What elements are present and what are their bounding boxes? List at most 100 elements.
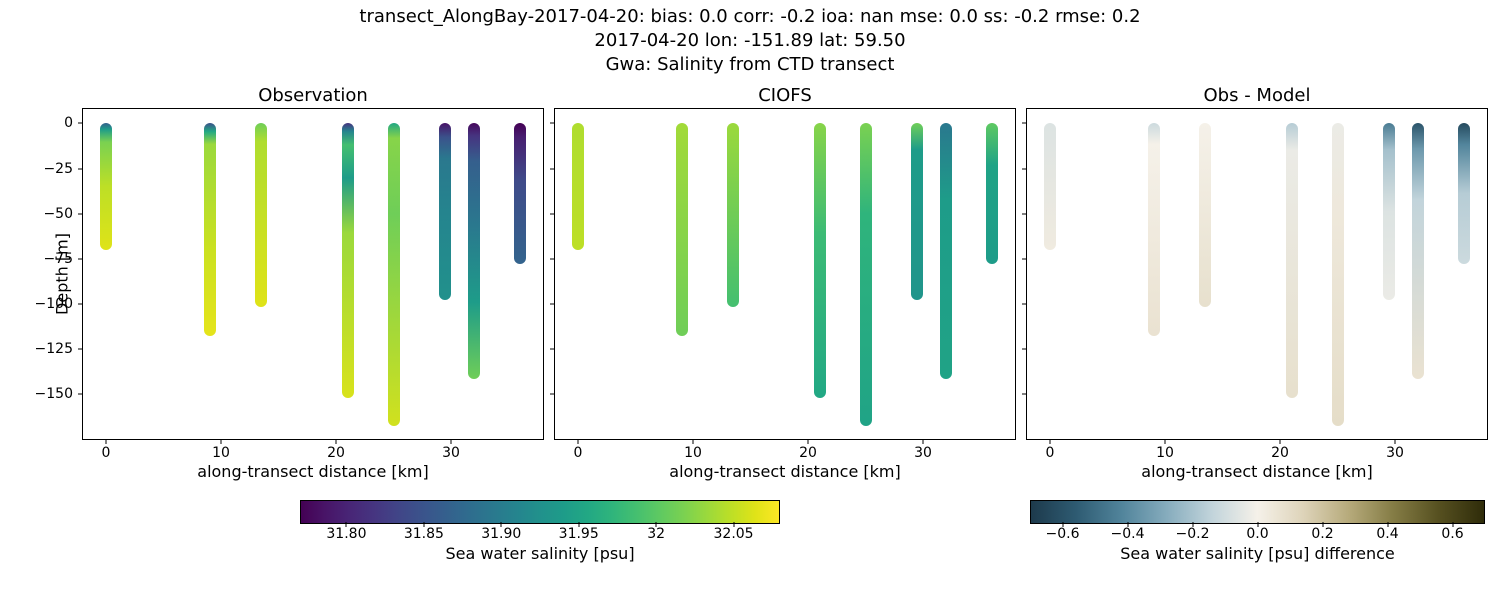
profile-bar [911,123,923,300]
profile-bar [814,123,826,397]
xtick-label: 30 [1386,445,1404,461]
profile-bar [388,123,400,426]
colorbar-salinity: 31.8031.8531.9031.953232.05Sea water sal… [300,500,780,570]
profile-bar [514,123,526,264]
profile-bar [1286,123,1298,397]
profile-bar [1383,123,1395,300]
profile-bar [676,123,688,336]
colorbar-tick-label: −0.4 [1111,526,1145,542]
panel-title: Obs - Model [1027,85,1487,106]
ytick-mark [1022,168,1027,169]
xtick-mark [1050,439,1051,444]
xtick-label: 30 [914,445,932,461]
ytick-mark [1022,213,1027,214]
profile-bar [1199,123,1211,307]
panel-ciofs: CIOFSalong-transect distance [km]0102030 [554,108,1016,440]
x-axis-label: along-transect distance [km] [83,462,543,481]
ytick-mark [550,393,555,394]
panels-row: ObservationDepth [m]along-transect dista… [82,108,1482,438]
profile-bar [100,123,112,249]
panel-observation: ObservationDepth [m]along-transect dista… [82,108,544,440]
profile-bar [1044,123,1056,249]
x-axis-label: along-transect distance [km] [1027,462,1487,481]
colorbar-tick-label: 31.90 [481,526,521,542]
profile-bar [727,123,739,307]
ytick-label: −75 [43,251,73,267]
xtick-mark [336,439,337,444]
profile-bar [1148,123,1160,336]
profile-bar [204,123,216,336]
ytick-label: 0 [64,115,73,131]
xtick-label: 20 [799,445,817,461]
ytick-mark [78,168,83,169]
profile-bar [940,123,952,379]
xtick-mark [808,439,809,444]
xtick-label: 20 [1271,445,1289,461]
xtick-label: 0 [102,445,111,461]
xtick-mark [1165,439,1166,444]
profile-bar [860,123,872,426]
ytick-mark [78,393,83,394]
suptitle-line3: Gwa: Salinity from CTD transect [0,54,1500,77]
xtick-label: 0 [1046,445,1055,461]
ytick-mark [1022,258,1027,259]
profile-bar [468,123,480,379]
ytick-mark [550,123,555,124]
ytick-mark [550,303,555,304]
ytick-mark [78,213,83,214]
ytick-mark [1022,303,1027,304]
xtick-mark [923,439,924,444]
profile-bar [342,123,354,397]
ytick-mark [78,123,83,124]
colorbar-tick-label: 0.6 [1441,526,1463,542]
ytick-label: −100 [35,296,73,312]
ytick-mark [1022,123,1027,124]
ytick-label: −50 [43,206,73,222]
colorbar-difference: −0.6−0.4−0.20.00.20.40.6Sea water salini… [1030,500,1485,570]
colorbar-label: Sea water salinity [psu] difference [1030,544,1485,563]
xtick-mark [578,439,579,444]
xtick-label: 10 [1156,445,1174,461]
ytick-mark [550,213,555,214]
ytick-mark [550,258,555,259]
profile-bar [572,123,584,249]
ytick-mark [78,348,83,349]
panel-title: CIOFS [555,85,1015,106]
ytick-label: −125 [35,341,73,357]
xtick-mark [451,439,452,444]
profile-bar [986,123,998,264]
ytick-mark [1022,393,1027,394]
colorbar-gradient [300,500,780,524]
xtick-mark [221,439,222,444]
xtick-mark [106,439,107,444]
profile-bar [1458,123,1470,264]
ytick-label: −25 [43,161,73,177]
xtick-label: 10 [212,445,230,461]
colorbar-tick-label: 31.80 [326,526,366,542]
ytick-mark [78,258,83,259]
ytick-label: −150 [35,386,73,402]
xtick-mark [1395,439,1396,444]
profile-bar [1412,123,1424,379]
panel-obs-model: Obs - Modelalong-transect distance [km]0… [1026,108,1488,440]
figure: transect_AlongBay-2017-04-20: bias: 0.0 … [0,0,1500,600]
xtick-label: 30 [442,445,460,461]
colorbar-tick-label: 0.4 [1376,526,1398,542]
xtick-label: 10 [684,445,702,461]
panel-title: Observation [83,85,543,106]
xtick-label: 20 [327,445,345,461]
ytick-mark [1022,348,1027,349]
xtick-mark [1280,439,1281,444]
colorbar-tick-label: 31.85 [404,526,444,542]
profile-bar [255,123,267,307]
profile-bar [1332,123,1344,426]
profile-bar [439,123,451,300]
ytick-mark [78,303,83,304]
colorbar-tick-label: 31.95 [559,526,599,542]
colorbar-tick-label: 0.2 [1311,526,1333,542]
colorbar-tick-label: 32 [647,526,665,542]
ytick-mark [550,348,555,349]
suptitle-line2: 2017-04-20 lon: -151.89 lat: 59.50 [0,30,1500,53]
colorbar-label: Sea water salinity [psu] [300,544,780,563]
x-axis-label: along-transect distance [km] [555,462,1015,481]
